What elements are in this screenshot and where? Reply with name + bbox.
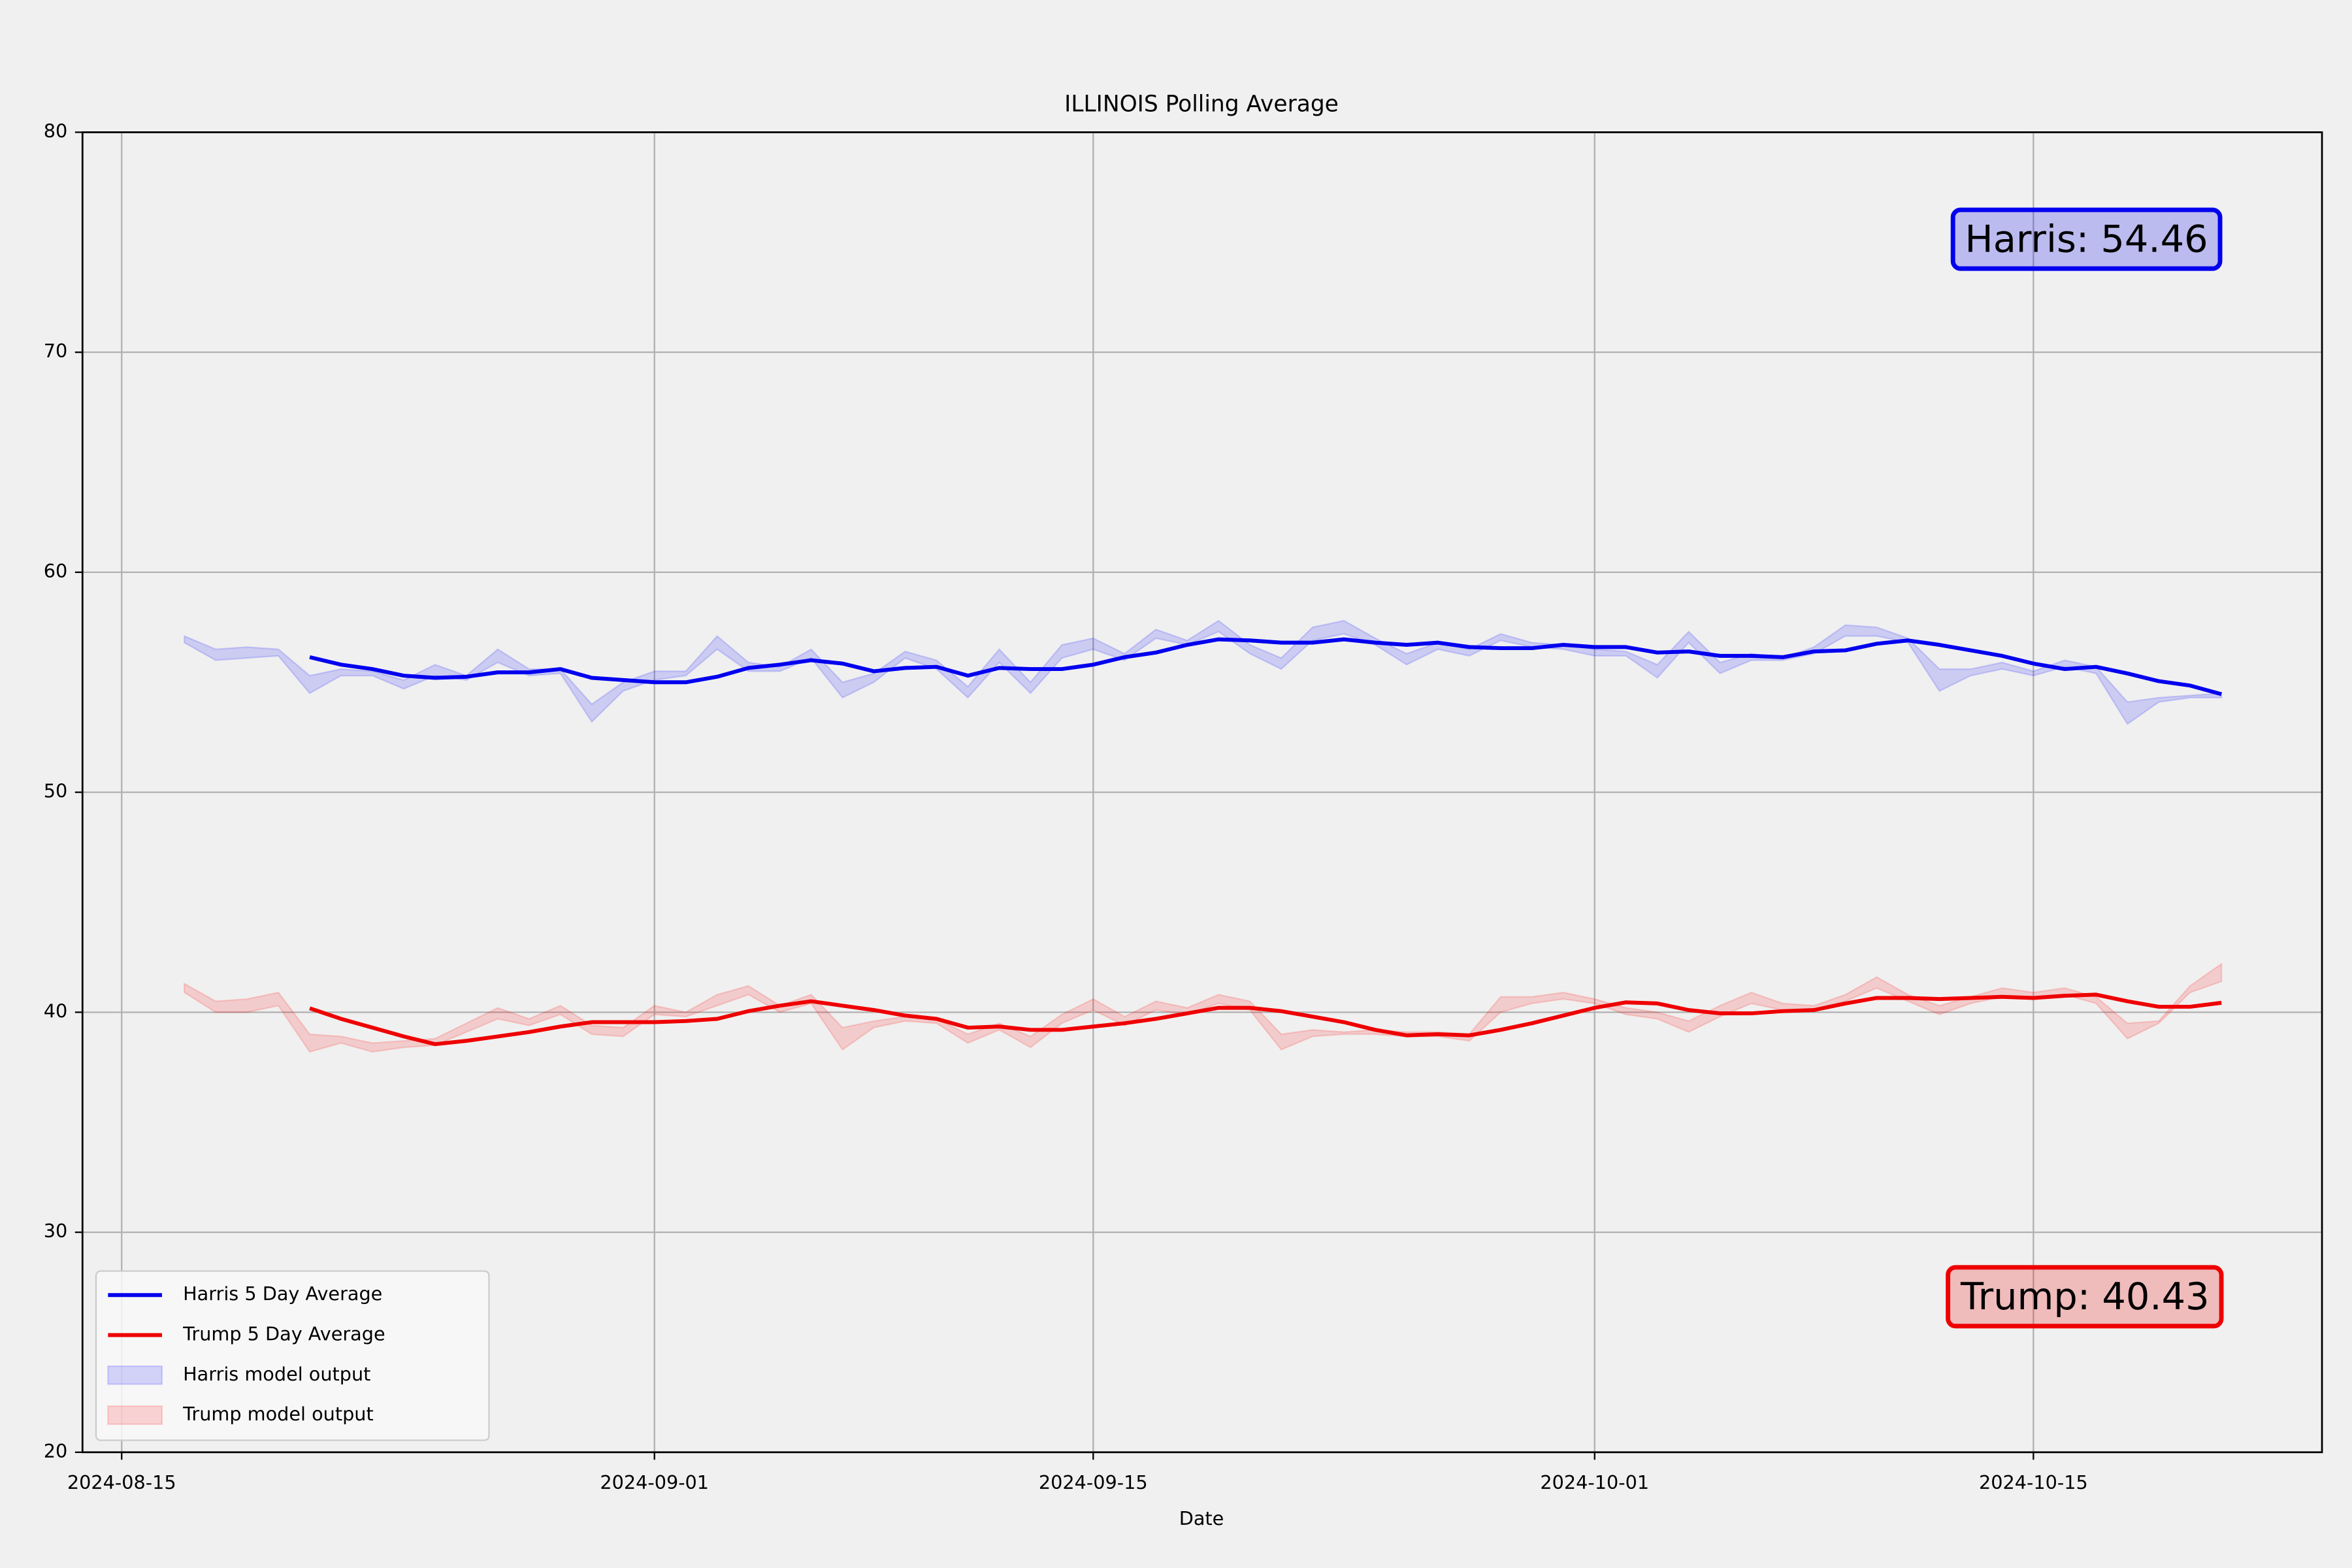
annotation-text: Harris: 54.46 [1965,218,2208,261]
y-tick-label: 40 [44,1000,68,1022]
annotation-text: Trump: 40.43 [1960,1275,2210,1318]
legend-label: Trump 5 Day Average [182,1323,385,1345]
x-tick-label: 2024-10-01 [1540,1471,1649,1494]
legend-label: Harris 5 Day Average [183,1282,382,1305]
annotation: Trump: 40.43 [1946,1265,2224,1329]
annotation-box [1950,207,2223,271]
x-tick-label: 2024-08-15 [67,1471,176,1494]
average-line [309,637,2222,696]
legend-swatch [107,1365,163,1385]
x-tick-label: 2024-09-15 [1039,1471,1148,1494]
legend-label: Harris model output [183,1363,370,1385]
y-tick-label: 70 [44,340,68,362]
legend: Harris 5 Day Average Trump 5 Day Average H… [95,1270,490,1441]
x-tick-label: 2024-10-15 [1979,1471,2088,1494]
average-line [309,992,2222,1047]
y-tick-label: 20 [44,1440,68,1462]
model-band [184,619,2223,725]
y-tick-label: 50 [44,780,68,802]
model-band [184,962,2223,1053]
annotation: Harris: 54.46 [1950,207,2223,271]
x-tick-label: 2024-09-01 [600,1471,709,1494]
y-tick-label: 80 [44,120,68,142]
legend-swatch [107,1405,163,1426]
plot-frame [81,131,2323,1454]
y-tick-label: 30 [44,1220,68,1242]
annotation-box [1946,1265,2224,1329]
chart-title: ILLINOIS Polling Average [1064,91,1339,118]
legend-label: Trump model output [182,1403,374,1425]
y-tick-label: 60 [44,560,68,582]
legend-box [95,1270,490,1441]
x-axis-label: Date [1179,1507,1224,1529]
